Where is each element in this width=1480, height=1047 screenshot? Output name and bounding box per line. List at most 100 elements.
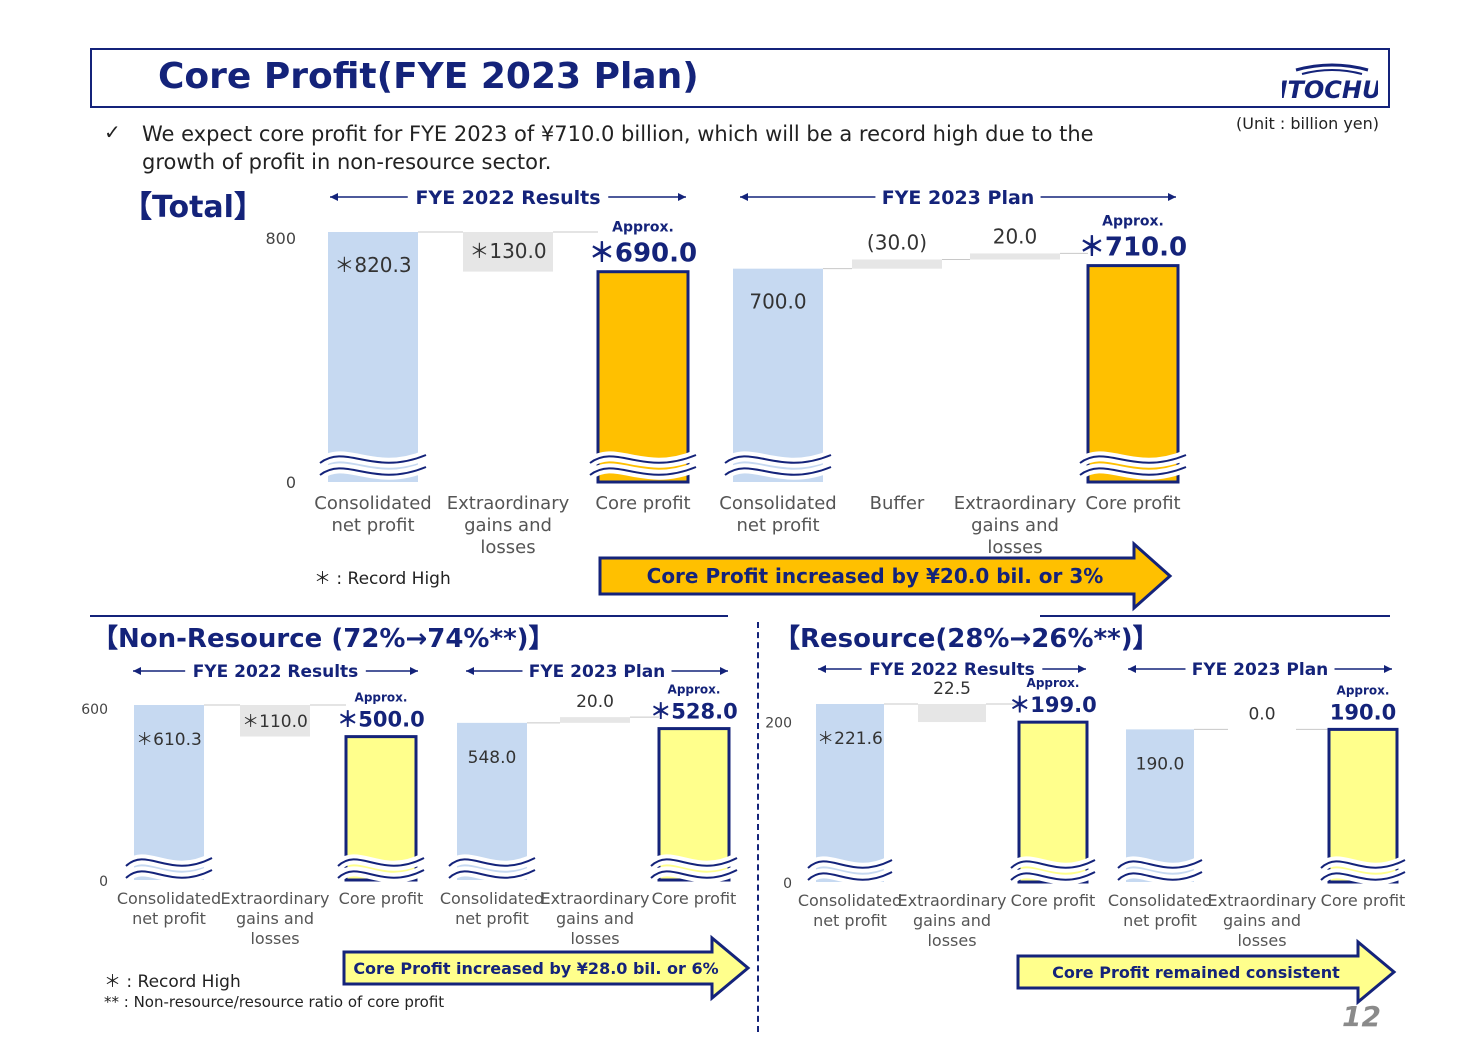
check-icon: ✓ [104, 120, 121, 144]
value-label: ＊710.0 [1079, 233, 1187, 263]
category-label: net profit [455, 909, 529, 928]
category-label: gains and [971, 515, 1059, 536]
axis-break-icon [1320, 859, 1406, 869]
arrow-right-icon [678, 193, 686, 201]
value-label: ＊690.0 [589, 239, 697, 269]
category-label: net profit [813, 911, 887, 930]
axis-break-icon [807, 859, 893, 869]
value-label: 700.0 [749, 290, 806, 314]
arrow-right-icon [1078, 665, 1086, 673]
group-label: FYE 2023 Plan [529, 662, 666, 682]
bar-adjustment [240, 705, 310, 737]
category-label: net profit [736, 515, 819, 536]
axis-break-icon [1079, 454, 1187, 464]
arrow-left-icon [1128, 665, 1136, 673]
value-label: 22.5 [933, 679, 971, 699]
summary-arrow [342, 934, 751, 1002]
axis-break-icon [1010, 859, 1096, 869]
axis-break-icon [337, 869, 425, 879]
value-label: 0.0 [1248, 704, 1275, 724]
value-label: 190.0 [1136, 754, 1185, 774]
axis-break-icon [319, 454, 427, 464]
y-tick-label: 800 [265, 229, 296, 248]
summary-arrow [598, 540, 1173, 612]
axis-break-icon [319, 466, 427, 476]
category-label: losses [927, 931, 976, 950]
bar-consolidated-net-profit [134, 705, 204, 880]
bar-core-profit [1086, 264, 1180, 484]
category-label: Extraordinary [541, 889, 650, 908]
category-label: Consolidated [798, 891, 902, 910]
value-label: ＊528.0 [650, 700, 737, 724]
arrow-right-icon [720, 667, 728, 675]
axis-break-icon [1079, 466, 1187, 476]
value-label: 190.0 [1330, 700, 1396, 724]
arrow-left-icon [466, 667, 474, 675]
approx-label: Approx. [355, 691, 408, 705]
axis-break-icon [448, 869, 536, 879]
axis-break-icon [1320, 871, 1406, 881]
category-label: Extraordinary [221, 889, 330, 908]
category-label: gains and [1223, 911, 1301, 930]
ratio-footnote: ** : Non-resource/resource ratio of core… [104, 993, 445, 1011]
category-label: Consolidated [314, 493, 431, 514]
category-label: Consolidated [719, 493, 836, 514]
category-label: Extraordinary [898, 891, 1007, 910]
summary-bullet: We expect core profit for FYE 2023 of ¥7… [142, 122, 1094, 174]
category-label: losses [250, 929, 299, 948]
axis-break-icon [724, 454, 832, 464]
axis-break-icon [1010, 871, 1096, 881]
section-non-resource-heading: 【Non-Resource (72%→74%**)】 [92, 624, 555, 654]
value-label: 20.0 [993, 224, 1038, 248]
section-divider-left [90, 615, 728, 617]
approx-label: Approx. [1027, 676, 1080, 690]
category-label: Extraordinary [954, 493, 1077, 514]
arrow-left-icon [740, 193, 748, 201]
axis-break-icon [650, 869, 738, 879]
y-tick-label: 0 [286, 473, 296, 492]
axis-break-icon [125, 857, 213, 867]
summary-arrow-text: Core Profit remained consistent [1052, 963, 1340, 982]
value-label: ＊110.0 [242, 712, 308, 732]
y-tick-label: 0 [783, 876, 792, 892]
category-label: gains and [464, 515, 552, 536]
page-title: Core Profit(FYE 2023 Plan) [158, 56, 699, 97]
value-label: ＊130.0 [469, 239, 546, 263]
group-label: FYE 2022 Results [193, 662, 359, 682]
axis-break-icon [337, 857, 425, 867]
value-label: (30.0) [867, 231, 927, 255]
axis-break-icon [807, 871, 893, 881]
bar-adjustment [918, 704, 986, 723]
arrow-right-icon [1168, 193, 1176, 201]
axis-break-icon [589, 454, 697, 464]
axis-break-icon [448, 857, 536, 867]
value-label: 548.0 [468, 748, 517, 768]
category-label: Core profit [652, 889, 737, 908]
unit-label: (Unit : billion yen) [1236, 114, 1380, 133]
value-label: ＊221.6 [817, 729, 883, 749]
category-label: gains and [913, 911, 991, 930]
summary-arrow-text: Core Profit increased by ¥28.0 bil. or 6… [353, 959, 718, 978]
section-divider-right [1040, 615, 1390, 617]
record-high-footnote: ＊ : Record High [314, 569, 451, 589]
title-box [90, 48, 1390, 108]
axis-break-icon [1117, 871, 1203, 881]
axis-break-icon [724, 466, 832, 476]
value-label: ＊610.3 [136, 730, 202, 750]
bar-core-profit [596, 270, 690, 484]
y-tick-label: 600 [81, 702, 108, 718]
category-label: Consolidated [1108, 891, 1212, 910]
category-label: Extraordinary [447, 493, 570, 514]
category-label: Core profit [595, 493, 690, 514]
approx-label: Approx. [612, 220, 674, 236]
bar-consolidated-net-profit [1126, 729, 1194, 882]
section-resource-heading: 【Resource(28%→26%**)】 [774, 624, 1159, 654]
approx-label: Approx. [1102, 214, 1164, 230]
category-label: Buffer [870, 493, 925, 514]
bar-adjustment [560, 717, 630, 723]
summary-arrow-text: Core Profit increased by ¥20.0 bil. or 3… [647, 564, 1104, 588]
bar-adjustment [463, 232, 553, 272]
y-tick-label: 0 [99, 874, 108, 890]
bar-consolidated-net-profit [457, 722, 527, 880]
value-label: ＊820.3 [334, 253, 411, 277]
